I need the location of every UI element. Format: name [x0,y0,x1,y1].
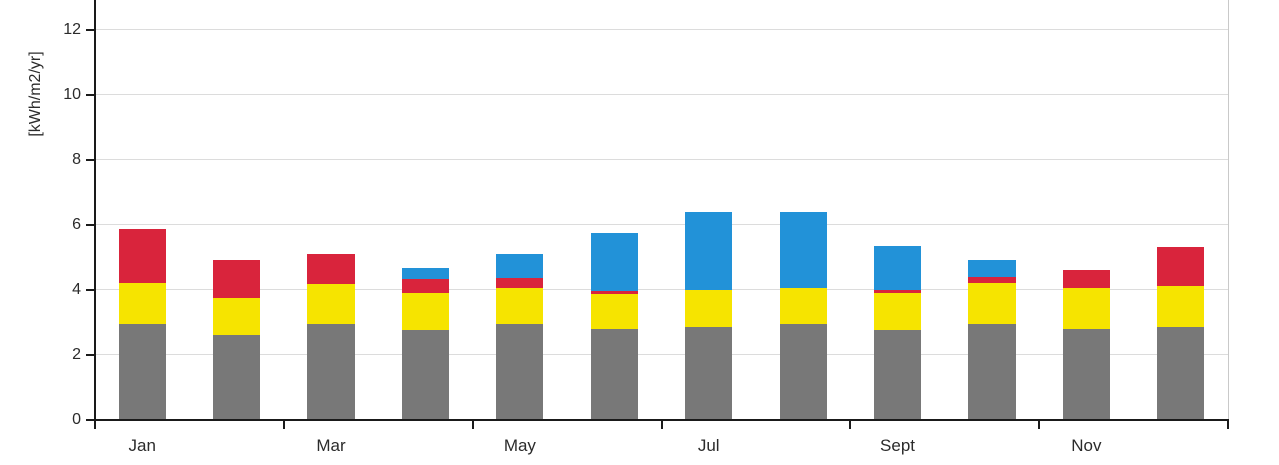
bar-segment-red-segment [118,229,166,283]
bar-oct [968,0,1016,420]
bar-segment-gray-segment [213,335,261,420]
x-tick-label-jan: Jan [128,435,156,455]
y-axis-line [94,0,96,421]
bar-segment-red-segment [1062,270,1110,288]
x-tick-label-nov: Nov [1071,435,1102,455]
bar-segment-yellow-segment [779,287,827,324]
bar-may [496,0,544,420]
y-tick-mark [86,288,95,291]
bar-segment-red-segment [307,253,355,284]
plot-right-border [1228,0,1229,420]
x-tick-mark [282,419,285,429]
h-gridline [95,159,1228,160]
bar-segment-gray-segment [590,328,638,420]
bar-segment-blue-segment [496,253,544,279]
y-tick-mark [86,418,95,421]
h-gridline [95,29,1228,30]
y-tick-label: 2 [72,345,81,363]
y-tick-mark [86,93,95,96]
y-tick-label: 8 [72,150,81,168]
x-tick-label-may: May [503,435,536,455]
bar-aug [779,0,827,420]
bar-segment-yellow-segment [213,297,261,335]
bar-apr [401,0,450,420]
bar-segment-red-segment [401,278,450,293]
bar-segment-gray-segment [685,326,733,420]
x-tick-mark [660,419,663,429]
y-tick-mark [86,223,95,226]
y-tick-mark [86,353,95,356]
bar-segment-red-segment [873,290,922,293]
h-gridline [95,354,1228,355]
x-tick-mark [94,419,96,429]
bar-segment-red-segment [968,276,1016,283]
y-tick-label: 0 [72,410,81,428]
bar-feb [213,0,261,420]
x-tick-mark [849,419,852,429]
bar-segment-yellow-segment [118,283,166,324]
x-tick-label-jul: Jul [697,435,720,455]
x-tick-label-sept: Sept [880,435,916,455]
y-tick-label: 6 [72,215,81,233]
bar-segment-gray-segment [968,323,1016,420]
x-axis-line [87,418,1229,421]
bar-segment-gray-segment [779,323,827,420]
bar-segment-yellow-segment [1157,286,1205,327]
bar-segment-gray-segment [1062,328,1110,420]
bar-jan [118,0,166,420]
bar-nov [1062,0,1110,420]
bar-segment-gray-segment [496,323,544,420]
bar-segment-red-segment [496,278,544,288]
bar-segment-yellow-segment [1062,287,1110,329]
bar-segment-yellow-segment [685,289,733,327]
bar-segment-gray-segment [307,323,355,420]
bar-segment-yellow-segment [307,283,355,324]
bar-dec [1157,0,1205,420]
bar-segment-blue-segment [401,268,450,279]
x-tick-mark [471,419,474,429]
bar-segment-yellow-segment [968,283,1016,324]
y-tick-label: 12 [63,20,81,38]
bar-segment-blue-segment [968,260,1016,277]
bar-sep [873,0,922,420]
x-tick-label-mar: Mar [316,435,346,455]
bar-segment-blue-segment [779,211,827,288]
h-gridline [95,94,1228,95]
bar-segment-red-segment [590,291,638,295]
bar-segment-blue-segment [590,232,638,292]
bar-segment-blue-segment [873,245,922,291]
bar-segment-yellow-segment [590,294,638,329]
bar-segment-gray-segment [401,330,450,420]
x-tick-mark [1038,419,1041,429]
bar-segment-yellow-segment [401,292,450,331]
bar-jun [590,0,638,420]
y-tick-label: 4 [72,280,81,298]
y-tick-mark [86,158,95,161]
y-tick-mark [86,28,95,31]
h-gridline [95,289,1228,290]
bar-segment-blue-segment [685,211,733,290]
bar-jul [685,0,733,420]
bar-segment-yellow-segment [496,287,544,324]
bar-segment-red-segment [213,260,261,298]
bar-segment-gray-segment [118,323,166,420]
y-tick-label: 10 [63,85,81,103]
x-tick-mark [1227,419,1229,429]
bar-segment-red-segment [1157,247,1205,287]
bar-segment-gray-segment [873,330,922,420]
bar-segment-gray-segment [1157,326,1205,420]
h-gridline [95,224,1228,225]
bar-segment-yellow-segment [873,292,922,331]
bar-mar [307,0,355,420]
